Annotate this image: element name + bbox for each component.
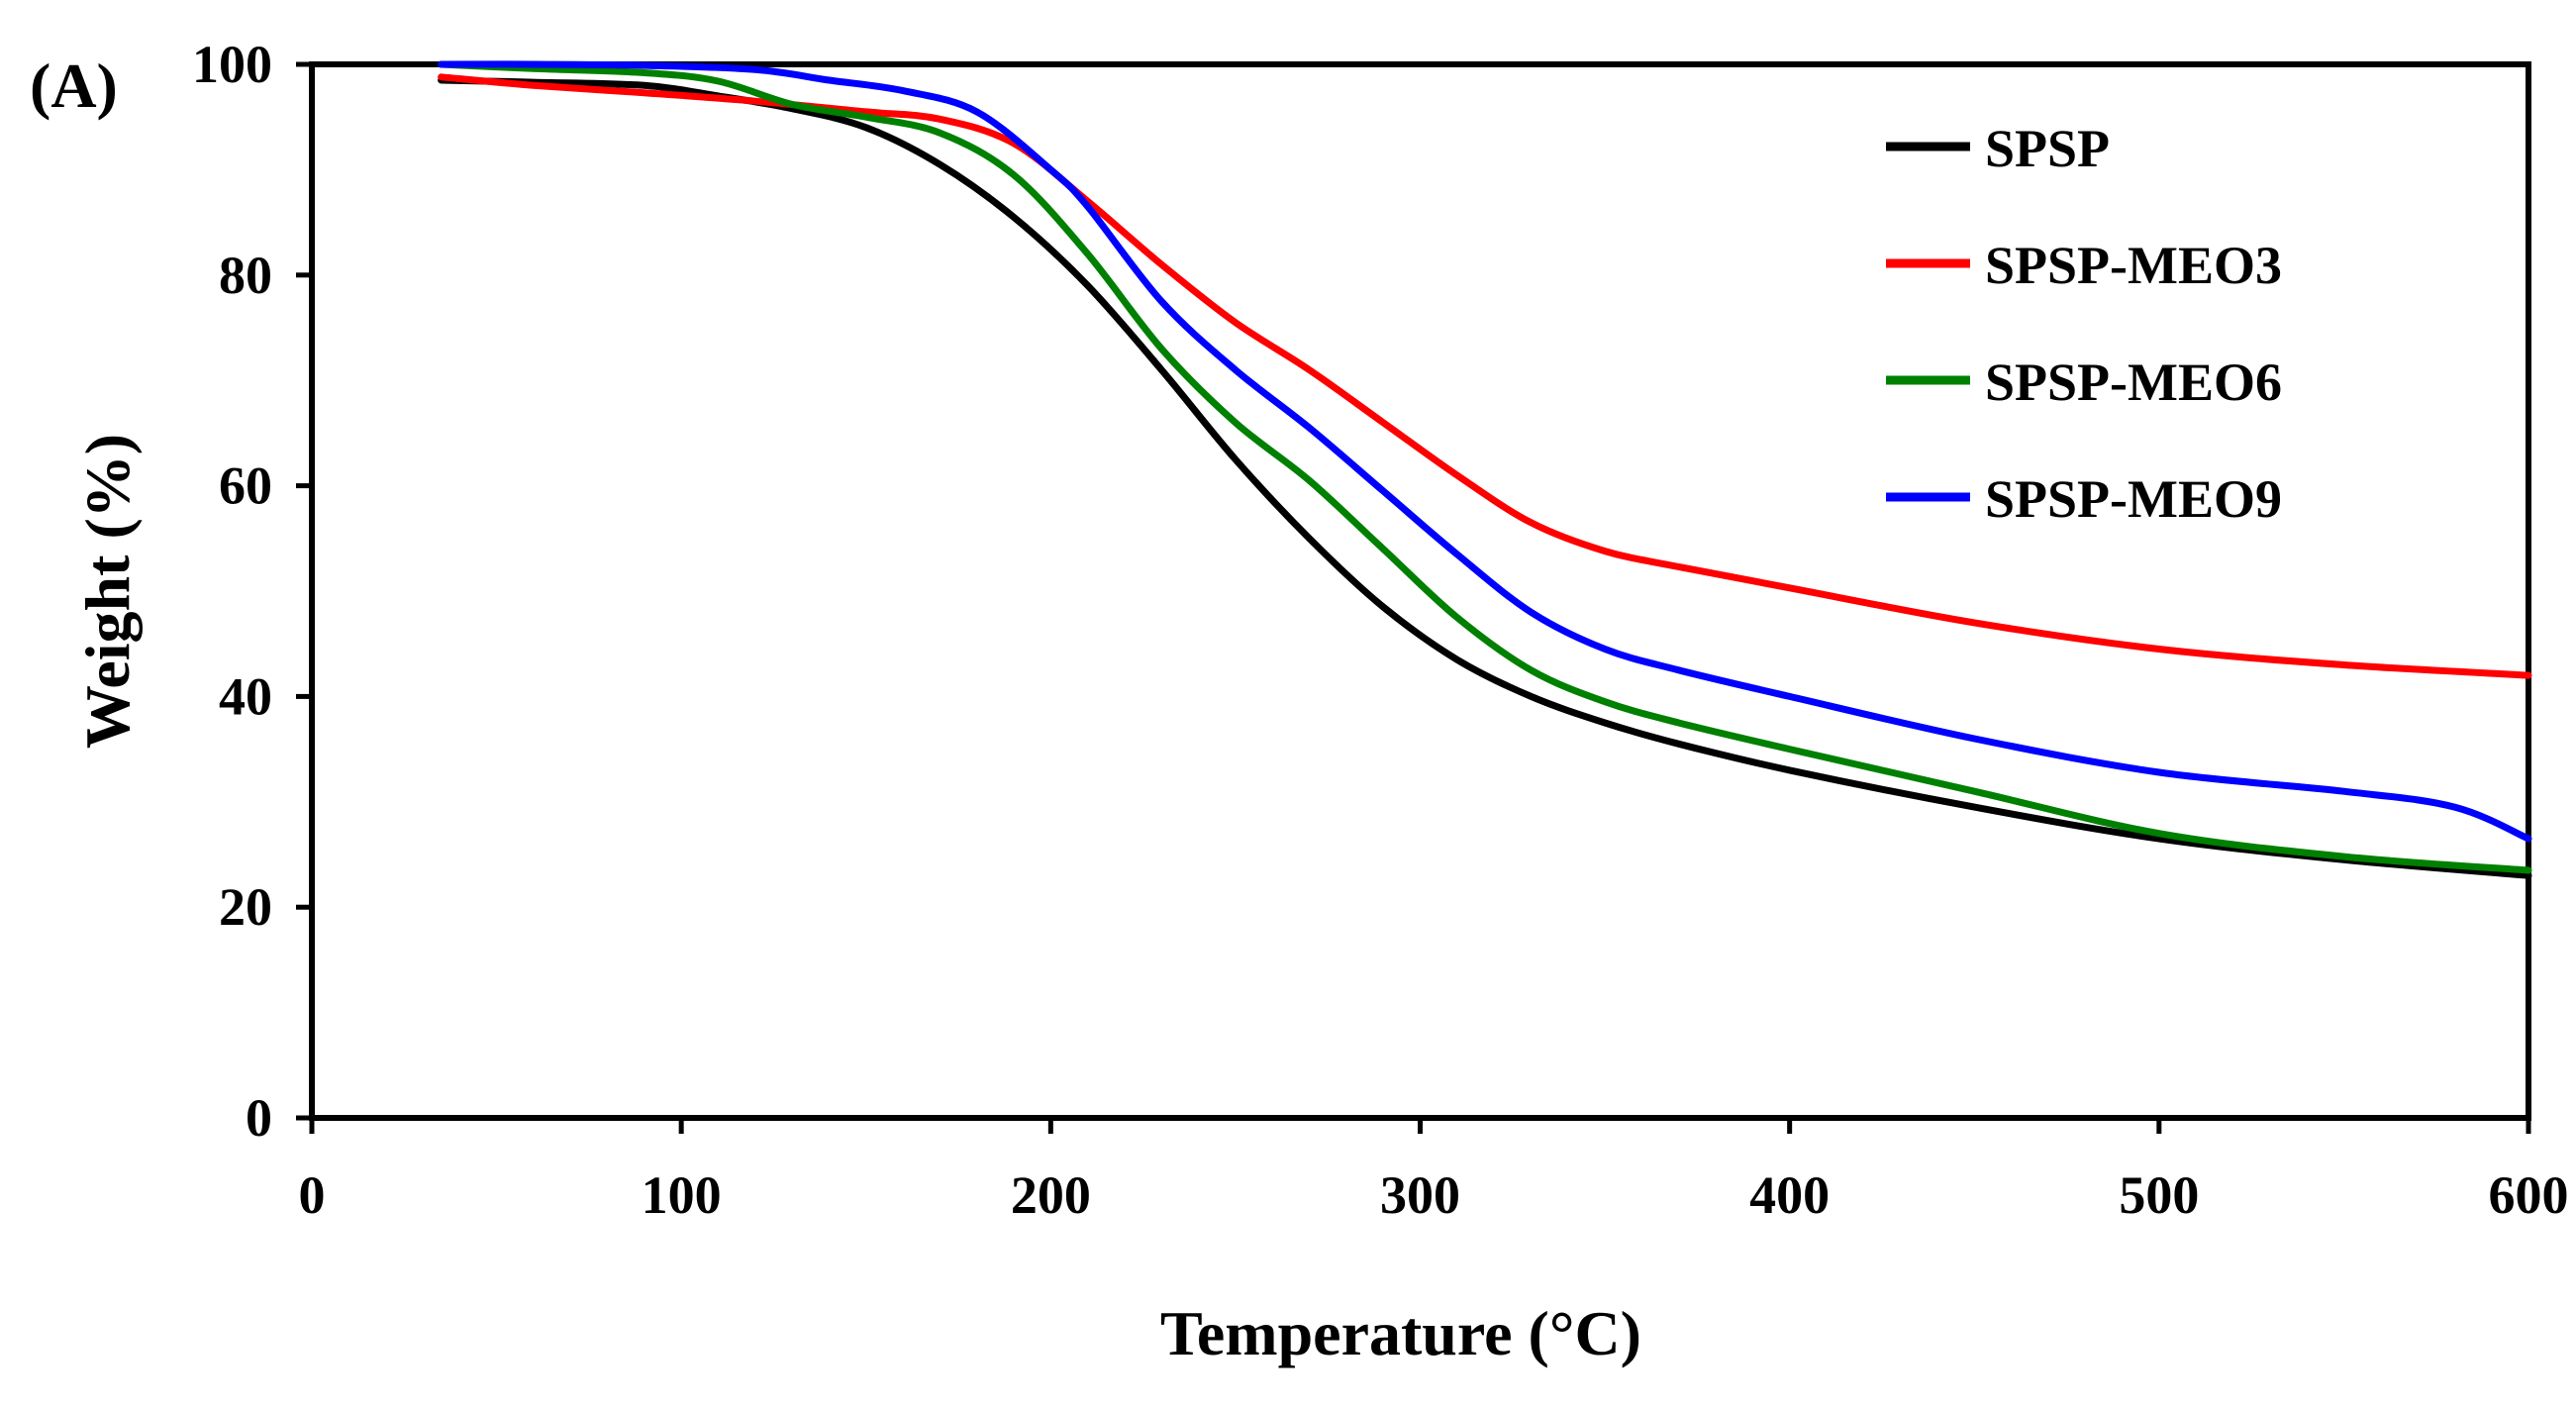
x-tick-label: 600 [2489,1165,2569,1225]
series-line-spsp-meo9 [438,60,2532,843]
y-axis-title: Weight (%) [72,434,143,749]
x-tick-label: 300 [1380,1165,1460,1225]
x-axis-title: Temperature (°C) [1160,1298,1641,1368]
y-tick-label: 100 [192,35,272,94]
axis-ticks: 0 100 200 300 400 500 600 0 20 40 60 80 100 [192,35,2569,1225]
legend-label-spsp-meo6: SPSP-MEO6 [1985,352,2282,412]
legend-label-spsp: SPSP [1985,119,2110,178]
plot-frame [309,61,2531,1121]
legend: SPSP SPSP-MEO3 SPSP-MEO6 SPSP-MEO9 [1886,119,2282,529]
x-tick-label: 0 [299,1165,326,1225]
y-tick-label: 80 [219,246,272,305]
x-tick-label: 100 [642,1165,722,1225]
x-tick-label: 400 [1749,1165,1830,1225]
x-tick-label: 200 [1011,1165,1091,1225]
legend-label-spsp-meo3: SPSP-MEO3 [1985,236,2282,295]
panel-label: (A) [30,50,118,121]
series-line-spsp-meo6 [438,60,2532,874]
y-tick-label: 60 [219,456,272,516]
legend-label-spsp-meo9: SPSP-MEO9 [1985,469,2282,529]
series-lines [438,60,2532,879]
y-tick-label: 0 [246,1088,272,1148]
y-tick-label: 40 [219,666,272,726]
x-tick-label: 500 [2119,1165,2199,1225]
y-tick-label: 20 [219,877,272,937]
